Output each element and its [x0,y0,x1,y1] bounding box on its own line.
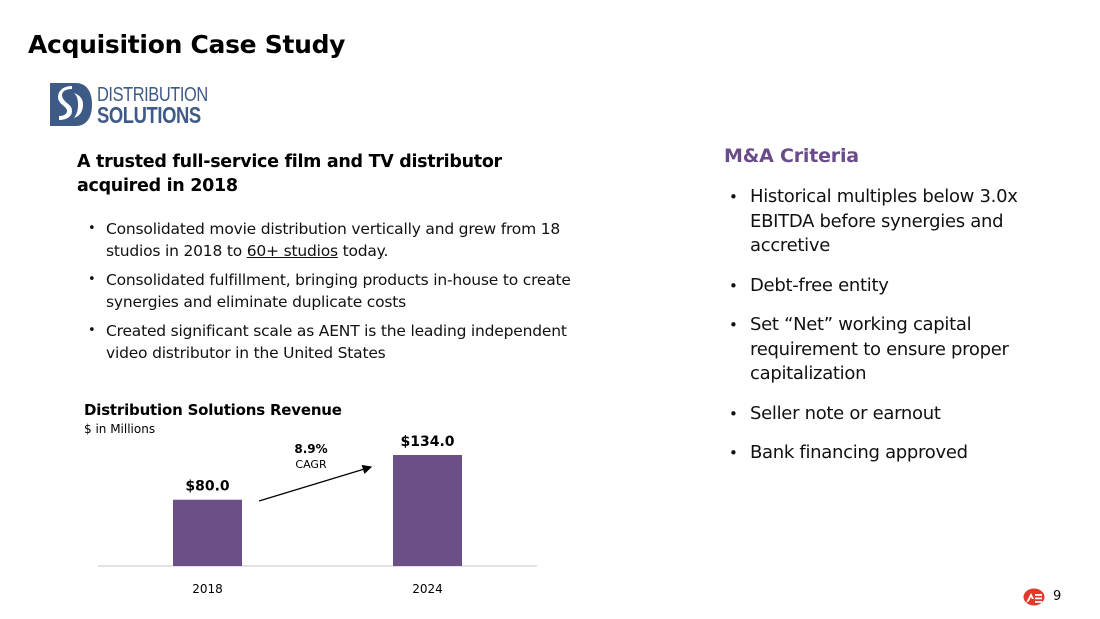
company-highlights-list: Consolidated movie distribution vertical… [88,218,598,371]
distribution-solutions-logo-mark-icon [50,83,92,126]
bar-2024 [393,455,462,566]
distribution-solutions-logo: DISTRIBUTION SOLUTIONS [50,83,240,129]
criteria-item: Historical multiples below 3.0x EBITDA b… [729,185,1049,259]
x-tick-label-2024: 2024 [412,582,443,596]
bar-2018 [173,499,242,566]
page-number: 9 [1053,589,1062,604]
x-tick-label-2018: 2018 [192,582,223,596]
highlight-text-pre: Consolidated movie distribution vertical… [106,220,561,260]
cagr-arrow [258,464,373,502]
data-label-2018: $80.0 [185,479,230,495]
criteria-item: Bank financing approved [729,441,1049,466]
highlight-item: Consolidated movie distribution vertical… [88,218,598,262]
company-summary-heading: A trusted full-service film and TV distr… [77,152,502,196]
chart-subtitle: $ in Millions [84,422,156,436]
logo-text-line2: SOLUTIONS [97,102,201,128]
ma-criteria-list: Historical multiples below 3.0x EBITDA b… [729,185,1049,481]
criteria-item: Set “Net” working capital requirement to… [729,313,1049,387]
company-logo-icon [1023,588,1045,606]
data-label-2024: $134.0 [400,434,454,450]
cagr-label: CAGR [295,458,327,471]
highlight-item: Created significant scale as AENT is the… [88,320,598,364]
highlight-studios-link: 60+ studios [246,242,338,260]
page-title: Acquisition Case Study [28,30,346,59]
highlight-text-post: today. [337,242,389,260]
logo-text-line1: DISTRIBUTION [97,84,208,106]
cagr-value: 8.9% [294,442,327,456]
criteria-item: Debt-free entity [729,274,1049,299]
criteria-item: Seller note or earnout [729,402,1049,427]
ma-criteria-heading: M&A Criteria [724,145,859,167]
chart-title: Distribution Solutions Revenue [84,401,342,419]
highlight-item: Consolidated fulfillment, bringing produ… [88,269,598,313]
